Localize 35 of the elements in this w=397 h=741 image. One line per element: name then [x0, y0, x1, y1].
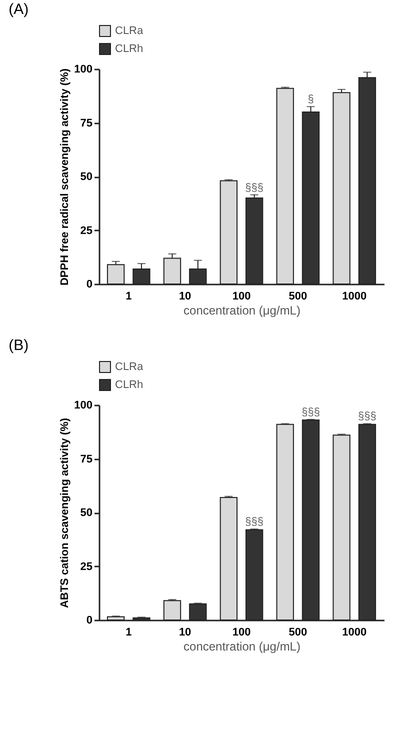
- annotation: §§§: [302, 406, 320, 418]
- x-tick-label: 1000: [342, 626, 367, 638]
- y-tick-label: 25: [80, 560, 92, 573]
- legend-label: CLRa: [115, 25, 144, 37]
- x-tick-label: 100: [232, 290, 251, 302]
- x-tick-label: 10: [178, 290, 192, 302]
- annotation: §§§: [245, 516, 264, 528]
- annotation: §§§: [358, 410, 376, 423]
- y-axis-title: ABTS cation scavenging activity (%): [59, 418, 72, 608]
- y-tick-label: 50: [80, 171, 92, 183]
- x-axis-title: concentration (μg/mL): [184, 304, 300, 318]
- chart-title: (A): [8, 1, 29, 18]
- x-tick-label: 1000: [342, 290, 367, 302]
- y-tick-label: 100: [74, 64, 92, 76]
- annotation: §§§: [245, 182, 264, 194]
- annotation: §: [308, 94, 314, 106]
- x-tick-label: 500: [288, 290, 308, 302]
- chart-title: (B): [8, 337, 29, 354]
- y-axis-title: DPPH free radical scavenging activity (%): [59, 68, 72, 286]
- legend-label: CLRa: [115, 361, 144, 373]
- y-tick-label: 0: [86, 278, 92, 290]
- legend-label: CLRh: [115, 43, 144, 55]
- x-tick-label: 100: [232, 626, 251, 638]
- x-tick-label: 1: [126, 290, 132, 302]
- y-tick-label: 25: [80, 224, 92, 237]
- y-tick-label: 100: [74, 400, 92, 412]
- x-tick-label: 500: [288, 626, 308, 638]
- x-tick-label: 1: [126, 626, 132, 638]
- y-tick-label: 0: [86, 614, 92, 626]
- y-tick-label: 75: [80, 453, 92, 466]
- y-tick-label: 50: [80, 507, 92, 519]
- y-tick-label: 75: [80, 117, 92, 130]
- x-axis-title: concentration (μg/mL): [184, 640, 300, 654]
- x-tick-label: 10: [178, 626, 192, 638]
- legend-label: CLRh: [115, 379, 144, 391]
